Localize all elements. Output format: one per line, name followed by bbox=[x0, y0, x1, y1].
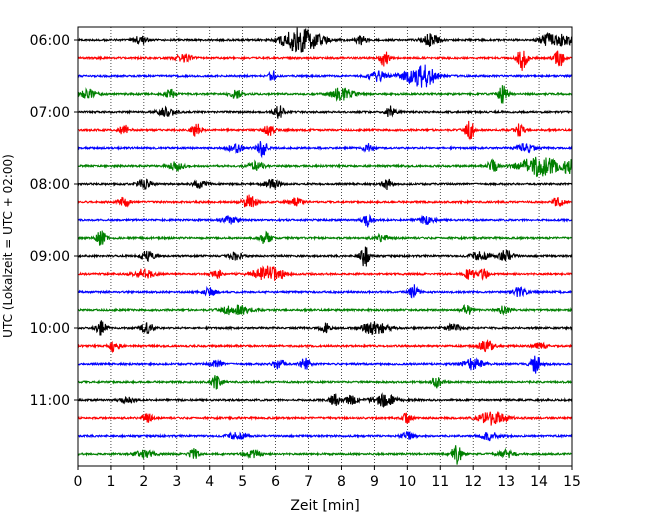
x-tick-label: 15 bbox=[563, 474, 581, 490]
trace-line bbox=[77, 284, 573, 299]
y-tick-label: 06:00 bbox=[30, 33, 70, 49]
trace-line bbox=[77, 304, 573, 316]
y-axis-title: UTC (Lokalzeit = UTC + 02:00) bbox=[1, 154, 15, 338]
trace-layer bbox=[77, 27, 573, 465]
x-tick-label: 13 bbox=[497, 474, 515, 490]
y-tick-label: 09:00 bbox=[30, 249, 70, 265]
x-tick-label: 4 bbox=[205, 474, 214, 490]
trace-line bbox=[77, 445, 573, 465]
trace-line bbox=[77, 265, 573, 281]
x-tick-label: 1 bbox=[106, 474, 115, 490]
x-tick-label: 9 bbox=[370, 474, 379, 490]
trace-line bbox=[77, 430, 573, 442]
x-tick-label: 6 bbox=[271, 474, 280, 490]
y-tick-label: 07:00 bbox=[30, 105, 70, 121]
trace-line bbox=[77, 156, 573, 178]
trace-line bbox=[77, 194, 573, 208]
y-tick-label: 08:00 bbox=[30, 177, 70, 193]
trace-line bbox=[77, 27, 573, 53]
x-axis: 0 1 2 3 4 5 6 7 8 9 10 11 12 13 14 15 bbox=[74, 466, 581, 490]
grid-layer bbox=[110, 27, 540, 466]
trace-line bbox=[77, 246, 573, 267]
trace-line bbox=[77, 230, 573, 246]
trace-line bbox=[77, 64, 573, 88]
trace-line bbox=[77, 120, 573, 141]
x-tick-label: 2 bbox=[139, 474, 148, 490]
y-tick-label: 10:00 bbox=[30, 321, 70, 337]
x-tick-label: 5 bbox=[238, 474, 247, 490]
trace-line bbox=[77, 355, 573, 374]
trace-line bbox=[77, 392, 573, 408]
x-tick-label: 10 bbox=[398, 474, 416, 490]
x-tick-label: 8 bbox=[337, 474, 346, 490]
x-tick-label: 14 bbox=[530, 474, 548, 490]
x-axis-title: Zeit [min] bbox=[290, 498, 359, 514]
trace-line bbox=[77, 320, 573, 336]
x-tick-label: 3 bbox=[172, 474, 181, 490]
trace-line bbox=[77, 411, 573, 426]
x-tick-label: 12 bbox=[464, 474, 482, 490]
y-axis: 06:00 07:00 08:00 09:00 10:00 11:00 bbox=[30, 33, 78, 409]
trace-line bbox=[77, 141, 573, 159]
trace-line bbox=[77, 213, 573, 228]
x-tick-label: 11 bbox=[431, 474, 449, 490]
plot-frame bbox=[77, 26, 573, 467]
trace-line bbox=[77, 50, 573, 71]
x-tick-label: 7 bbox=[304, 474, 313, 490]
trace-line bbox=[77, 338, 573, 354]
trace-line bbox=[77, 178, 573, 191]
trace-line bbox=[77, 85, 573, 104]
trace-line bbox=[77, 375, 573, 390]
y-tick-label: 11:00 bbox=[30, 393, 70, 409]
x-tick-label: 0 bbox=[74, 474, 83, 490]
trace-line bbox=[77, 105, 573, 119]
